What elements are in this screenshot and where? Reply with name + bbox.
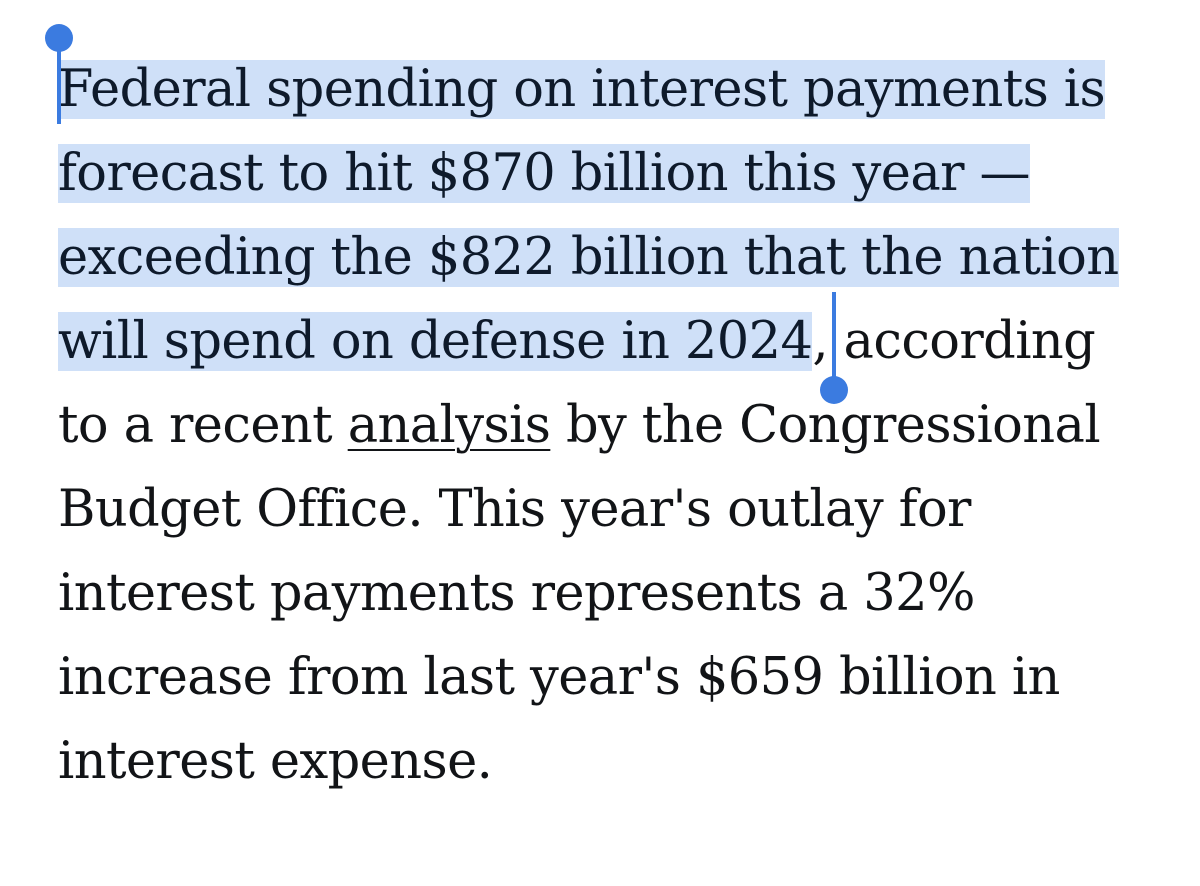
paragraph-line-6: Budget Office. This year's outlay for [58,480,971,539]
paragraph-line-2: forecast to hit $870 billion this year — [58,132,1168,216]
paragraph-line-9: interest expense. [58,732,493,791]
selection-start-knob[interactable] [45,24,73,52]
selection-start-handle[interactable] [57,40,61,124]
selected-text[interactable]: exceeding the $822 billion that the nati… [58,228,1119,287]
paragraph-text: , according [812,312,1096,371]
analysis-link[interactable]: analysis [347,396,551,455]
paragraph-line-4: will spend on defense in 2024, according [58,300,1168,384]
paragraph-line-3: exceeding the $822 billion that the nati… [58,216,1168,300]
selected-text[interactable]: Federal spending on interest payments is [58,60,1106,119]
paragraph-text: by the Congressional [550,396,1101,455]
paragraph-line-7: interest payments represents a 32% [58,564,975,623]
selection-end-handle[interactable] [832,292,836,388]
paragraph-line-8: increase from last year's $659 billion i… [58,648,1060,707]
selected-text[interactable]: forecast to hit $870 billion this year — [58,144,1031,203]
paragraph-line-1: Federal spending on interest payments is [58,48,1168,132]
paragraph-line-5: to a recent analysis by the Congressiona… [58,384,1168,468]
article-paragraph: Federal spending on interest payments is… [58,48,1168,804]
paragraph-text: to a recent [58,396,348,455]
selected-text[interactable]: will spend on defense in 2024 [58,312,813,371]
selection-end-knob[interactable] [820,376,848,404]
